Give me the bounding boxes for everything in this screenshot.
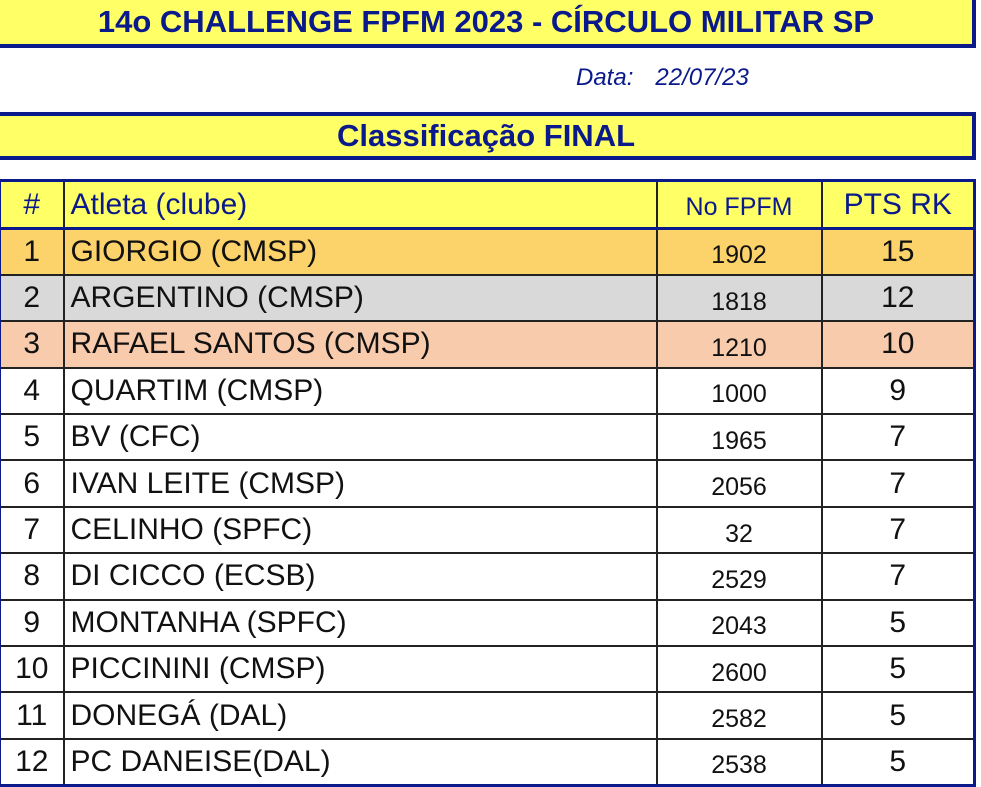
rank-cell: 5	[0, 413, 65, 462]
table-row: 8 DI CICCO (ECSB) 2529 7	[0, 552, 976, 601]
points-cell: 9	[820, 366, 976, 416]
athlete-cell: DONEGÁ (DAL)	[62, 691, 658, 740]
rank-cell: 8	[0, 552, 65, 601]
table-header: # Atleta (clube) No FPFM PTS RK	[0, 179, 976, 230]
fpfm-number-cell: 1902	[655, 227, 823, 276]
points-cell: 5	[820, 645, 976, 694]
athlete-cell: DI CICCO (ECSB)	[62, 552, 658, 601]
fpfm-number-cell: 2600	[655, 645, 823, 694]
fpfm-number-cell: 1818	[655, 273, 823, 323]
table-row: 4 QUARTIM (CMSP) 1000 9	[0, 366, 976, 416]
header-pts: PTS RK	[820, 179, 976, 230]
fpfm-number-cell: 1965	[655, 413, 823, 462]
points-cell: 7	[820, 413, 976, 462]
points-cell: 5	[820, 737, 976, 787]
date-value: 22/07/23	[655, 64, 749, 91]
table-row: 5 BV (CFC) 1965 7	[0, 413, 976, 462]
table-row: 1 GIORGIO (CMSP) 1902 15	[0, 227, 976, 276]
points-cell: 5	[820, 691, 976, 740]
athlete-cell: PICCININI (CMSP)	[62, 645, 658, 694]
athlete-cell: QUARTIM (CMSP)	[62, 366, 658, 416]
table-row: 11 DONEGÁ (DAL) 2582 5	[0, 691, 976, 740]
rank-cell: 12	[0, 737, 65, 787]
rank-cell: 6	[0, 459, 65, 508]
header-rank: #	[0, 179, 65, 230]
fpfm-number-cell: 32	[655, 505, 823, 555]
points-cell: 7	[820, 459, 976, 508]
points-cell: 7	[820, 505, 976, 555]
athlete-cell: ARGENTINO (CMSP)	[62, 273, 658, 323]
rank-cell: 4	[0, 366, 65, 416]
page-title: 14o CHALLENGE FPFM 2023 - CÍRCULO MILITA…	[0, 0, 976, 48]
table-row: 10 PICCININI (CMSP) 2600 5	[0, 645, 976, 694]
rank-cell: 1	[0, 227, 65, 276]
rank-cell: 10	[0, 645, 65, 694]
fpfm-number-cell: 2056	[655, 459, 823, 508]
fpfm-number-cell: 1210	[655, 320, 823, 369]
table-row: 2 ARGENTINO (CMSP) 1818 12	[0, 273, 976, 323]
rank-cell: 9	[0, 598, 65, 648]
rank-cell: 2	[0, 273, 65, 323]
rank-cell: 11	[0, 691, 65, 740]
rank-cell: 3	[0, 320, 65, 369]
points-cell: 5	[820, 598, 976, 648]
fpfm-number-cell: 1000	[655, 366, 823, 416]
athlete-cell: MONTANHA (SPFC)	[62, 598, 658, 648]
header-fpfm: No FPFM	[655, 179, 823, 230]
table-row: 12 PC DANEISE(DAL) 2538 5	[0, 737, 976, 787]
points-cell: 7	[820, 552, 976, 601]
athlete-cell: IVAN LEITE (CMSP)	[62, 459, 658, 508]
fpfm-number-cell: 2538	[655, 737, 823, 787]
date-label: Data:	[576, 64, 634, 91]
fpfm-number-cell: 2529	[655, 552, 823, 601]
table-row: 7 CELINHO (SPFC) 32 7	[0, 505, 976, 555]
points-cell: 12	[820, 273, 976, 323]
athlete-cell: RAFAEL SANTOS (CMSP)	[62, 320, 658, 369]
date-line: Data: 22/07/23	[576, 64, 771, 92]
points-cell: 15	[820, 227, 976, 276]
athlete-cell: PC DANEISE(DAL)	[62, 737, 658, 787]
fpfm-number-cell: 2582	[655, 691, 823, 740]
ranking-table: # Atleta (clube) No FPFM PTS RK 1 GIORGIO…	[0, 179, 976, 787]
table-row: 3 RAFAEL SANTOS (CMSP) 1210 10	[0, 320, 976, 369]
fpfm-number-cell: 2043	[655, 598, 823, 648]
points-cell: 10	[820, 320, 976, 369]
header-athlete: Atleta (clube)	[62, 179, 658, 230]
athlete-cell: GIORGIO (CMSP)	[62, 227, 658, 276]
rank-cell: 7	[0, 505, 65, 555]
table-row: 9 MONTANHA (SPFC) 2043 5	[0, 598, 976, 648]
athlete-cell: CELINHO (SPFC)	[62, 505, 658, 555]
table-row: 6 IVAN LEITE (CMSP) 2056 7	[0, 459, 976, 508]
section-title: Classificação FINAL	[0, 112, 976, 160]
athlete-cell: BV (CFC)	[62, 413, 658, 462]
